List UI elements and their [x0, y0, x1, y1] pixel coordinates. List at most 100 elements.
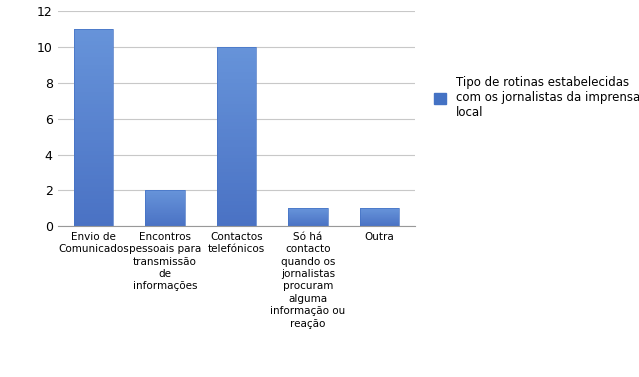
Bar: [288, 208, 328, 226]
Bar: [217, 104, 256, 108]
Bar: [73, 210, 113, 215]
Bar: [73, 163, 113, 167]
Bar: [145, 225, 185, 226]
Bar: [73, 144, 113, 147]
Bar: [217, 187, 256, 190]
Bar: [73, 104, 113, 108]
Bar: [73, 128, 113, 132]
Bar: [145, 209, 185, 210]
Bar: [217, 137, 256, 140]
Legend: Tipo de rotinas estabelecidas
com os jornalistas da imprensa
local: Tipo de rotinas estabelecidas com os jor…: [428, 70, 639, 125]
Bar: [73, 222, 113, 226]
Bar: [145, 200, 185, 201]
Bar: [145, 211, 185, 212]
Bar: [217, 162, 256, 165]
Bar: [145, 199, 185, 200]
Bar: [145, 201, 185, 202]
Bar: [217, 65, 256, 69]
Bar: [217, 94, 256, 97]
Bar: [73, 202, 113, 207]
Bar: [217, 119, 256, 122]
Bar: [217, 179, 256, 183]
Bar: [73, 179, 113, 183]
Bar: [217, 173, 256, 176]
Bar: [73, 57, 113, 61]
Bar: [73, 45, 113, 49]
Bar: [217, 47, 256, 226]
Bar: [73, 65, 113, 69]
Bar: [217, 101, 256, 104]
Bar: [73, 167, 113, 171]
Bar: [217, 97, 256, 101]
Bar: [73, 100, 113, 104]
Bar: [73, 218, 113, 222]
Bar: [73, 195, 113, 199]
Bar: [145, 213, 185, 214]
Bar: [145, 205, 185, 206]
Bar: [217, 176, 256, 179]
Bar: [73, 139, 113, 144]
Bar: [217, 112, 256, 115]
Bar: [217, 158, 256, 162]
Bar: [73, 29, 113, 33]
Bar: [217, 51, 256, 54]
Bar: [73, 207, 113, 210]
Bar: [145, 198, 185, 199]
Bar: [217, 151, 256, 155]
Bar: [73, 72, 113, 77]
Bar: [145, 190, 185, 226]
Bar: [73, 136, 113, 139]
Bar: [217, 58, 256, 61]
Bar: [73, 29, 113, 226]
Bar: [145, 196, 185, 197]
Bar: [145, 223, 185, 224]
Bar: [73, 96, 113, 100]
Bar: [145, 218, 185, 219]
Bar: [145, 202, 185, 203]
Bar: [217, 190, 256, 194]
Bar: [217, 83, 256, 86]
Bar: [145, 210, 185, 211]
Bar: [145, 216, 185, 217]
Bar: [217, 140, 256, 144]
Bar: [73, 84, 113, 88]
Bar: [217, 133, 256, 137]
Bar: [73, 53, 113, 57]
Bar: [145, 208, 185, 209]
Bar: [73, 171, 113, 175]
Bar: [217, 69, 256, 72]
Bar: [145, 204, 185, 205]
Bar: [145, 222, 185, 223]
Bar: [217, 169, 256, 173]
Bar: [217, 183, 256, 187]
Bar: [217, 198, 256, 201]
Bar: [217, 126, 256, 130]
Bar: [73, 116, 113, 120]
Bar: [73, 37, 113, 41]
Bar: [73, 155, 113, 159]
Bar: [217, 194, 256, 198]
Bar: [73, 80, 113, 84]
Bar: [217, 90, 256, 93]
Bar: [217, 47, 256, 51]
Bar: [145, 214, 185, 215]
Bar: [145, 192, 185, 193]
Bar: [217, 108, 256, 112]
Bar: [217, 219, 256, 222]
Bar: [145, 224, 185, 225]
Bar: [73, 183, 113, 187]
Bar: [360, 208, 399, 226]
Bar: [217, 72, 256, 76]
Bar: [217, 144, 256, 147]
Bar: [145, 219, 185, 220]
Bar: [145, 215, 185, 216]
Bar: [73, 88, 113, 92]
Bar: [217, 80, 256, 83]
Bar: [217, 201, 256, 205]
Bar: [73, 132, 113, 136]
Bar: [73, 77, 113, 80]
Bar: [217, 222, 256, 226]
Bar: [73, 147, 113, 151]
Bar: [217, 205, 256, 208]
Bar: [217, 208, 256, 212]
